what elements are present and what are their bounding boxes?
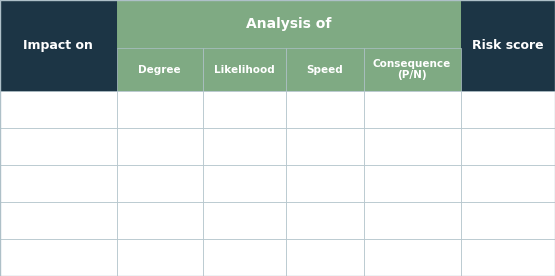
Bar [203, 48, 286, 91]
Bar [364, 239, 461, 276]
Bar [203, 165, 286, 202]
Bar [0, 165, 117, 202]
Bar [286, 91, 364, 128]
Bar [364, 91, 461, 128]
Text: Consequence
(P/N): Consequence (P/N) [373, 59, 451, 81]
Text: Risk score: Risk score [472, 39, 544, 52]
Bar [117, 165, 203, 202]
Bar [364, 202, 461, 239]
Text: Speed: Speed [306, 65, 343, 75]
Text: Analysis of: Analysis of [246, 17, 331, 31]
Bar [286, 48, 364, 91]
Bar [461, 0, 555, 91]
Bar [461, 91, 555, 128]
Bar [364, 165, 461, 202]
Bar [461, 239, 555, 276]
Text: Impact on: Impact on [23, 39, 93, 52]
Bar [117, 239, 203, 276]
Bar [0, 91, 117, 128]
Bar [364, 128, 461, 165]
Bar [286, 128, 364, 165]
Bar [203, 239, 286, 276]
Bar [461, 202, 555, 239]
Bar [286, 202, 364, 239]
Text: Likelihood: Likelihood [214, 65, 275, 75]
Bar [117, 91, 203, 128]
Bar [286, 239, 364, 276]
Bar [117, 202, 203, 239]
Bar [117, 0, 461, 48]
Bar [203, 202, 286, 239]
Bar [0, 239, 117, 276]
Bar [0, 0, 117, 91]
Bar [117, 48, 203, 91]
Bar [203, 91, 286, 128]
Bar [461, 165, 555, 202]
Bar [0, 128, 117, 165]
Text: Degree: Degree [138, 65, 181, 75]
Bar [286, 165, 364, 202]
Bar [117, 128, 203, 165]
Bar [461, 128, 555, 165]
Bar [0, 202, 117, 239]
Bar [364, 48, 461, 91]
Bar [203, 128, 286, 165]
